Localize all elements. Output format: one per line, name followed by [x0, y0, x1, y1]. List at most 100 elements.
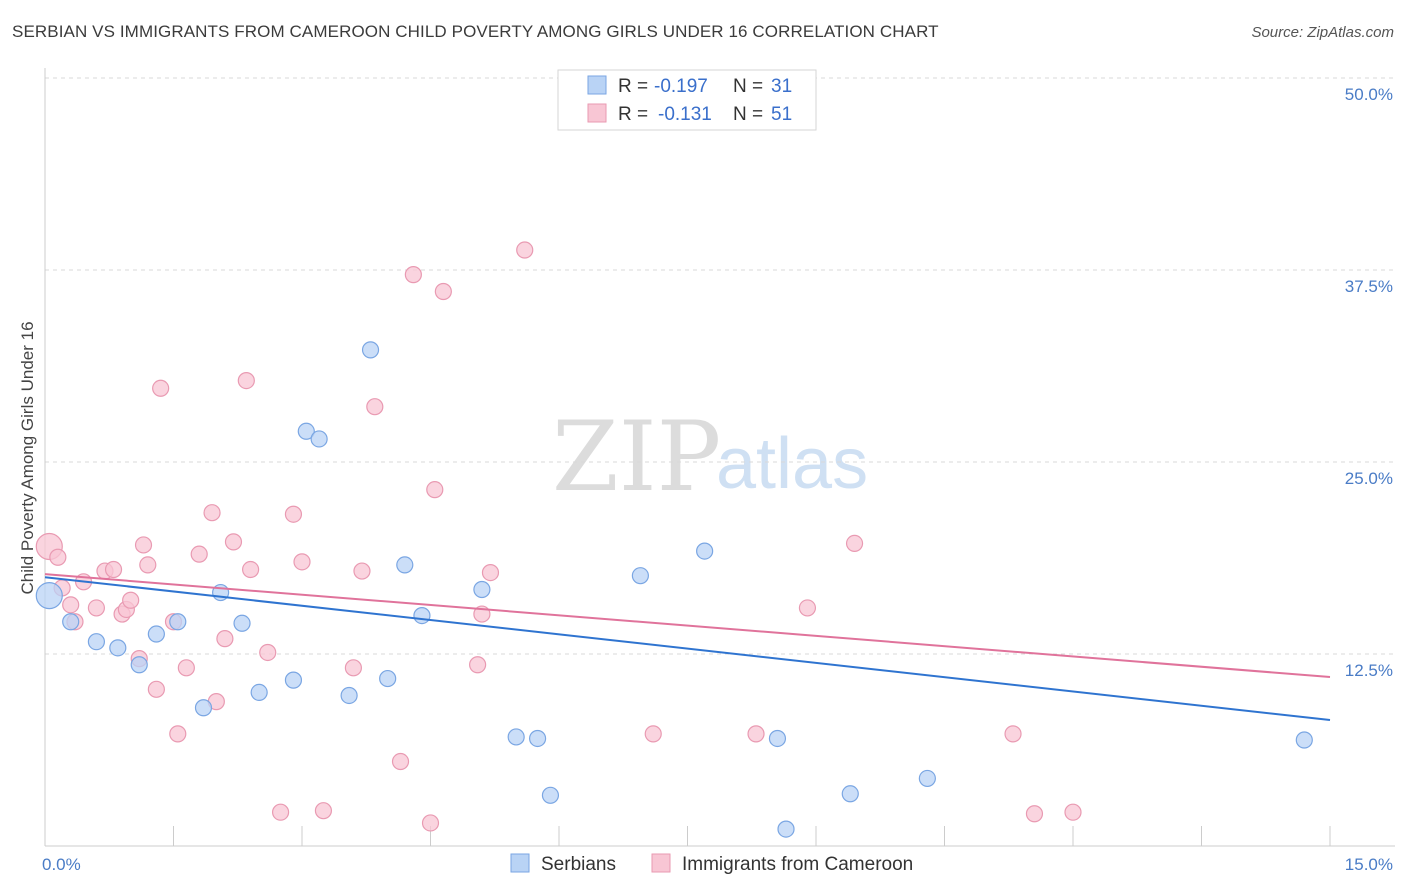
legend-n-label-cameroon: N =	[733, 104, 763, 125]
legend-n-value-cameroon: 51	[771, 104, 792, 125]
cameroon-point-43	[516, 241, 534, 259]
legend-r-value-serbians: -0.197	[654, 76, 708, 97]
bottom-legend-label-cameroon: Immigrants from Cameroon	[682, 854, 913, 875]
serbian-point-18	[413, 606, 431, 625]
cameroon-point-14	[139, 556, 157, 574]
watermark-zip: ZIP	[552, 401, 721, 513]
cameroon-point-3	[62, 596, 80, 614]
cameroon-point-48	[1025, 805, 1044, 823]
tick-labels: 12.5% 25.0% 37.5% 50.0% 0.0% 15.0%	[42, 85, 1393, 874]
serbian-point-4	[130, 656, 148, 674]
cameroon-points	[35, 241, 1082, 832]
legend-swatch-serbians	[587, 75, 607, 95]
x-tick-label-0: 0.0%	[42, 855, 81, 874]
serbian-point-0	[35, 582, 63, 610]
serbian-points	[35, 77, 1313, 838]
cameroon-point-30	[293, 553, 311, 571]
serbian-point-6	[169, 613, 187, 631]
watermark-atlas: atlas	[716, 424, 868, 504]
serbian-point-7	[194, 699, 213, 717]
cameroon-point-1	[49, 548, 67, 566]
legend-r-label-serbians: R =	[618, 76, 648, 97]
axes	[44, 68, 1395, 847]
cameroon-point-45	[747, 725, 765, 743]
bottom-legend-swatch-cameroon	[651, 853, 671, 873]
serbian-point-26	[768, 729, 787, 748]
cameroon-point-21	[203, 504, 221, 522]
y-tick-label-2: 37.5%	[1345, 277, 1393, 296]
serbian-point-15	[361, 341, 380, 359]
serbian-point-14	[340, 686, 358, 705]
cameroon-point-29	[284, 505, 303, 523]
cameroon-point-44	[644, 725, 662, 743]
cameroon-point-37	[421, 814, 440, 832]
cameroon-point-16	[152, 379, 170, 397]
cameroon-point-26	[242, 560, 260, 579]
legend-swatch-cameroon	[587, 103, 607, 123]
serbian-point-29	[918, 769, 936, 788]
top-legend: R = -0.197 N = 31 R = -0.131 N = 51	[557, 69, 817, 131]
cameroon-point-27	[259, 643, 277, 662]
cameroon-point-13	[134, 536, 153, 554]
cameroon-point-36	[404, 266, 422, 284]
cameroon-point-42	[481, 563, 500, 582]
legend-r-value-cameroon: -0.131	[658, 104, 712, 125]
bottom-legend: Serbians Immigrants from Cameroon	[510, 853, 913, 875]
serbian-point-2	[87, 633, 106, 651]
serbian-point-22	[541, 786, 560, 804]
trend-lines	[44, 573, 1331, 722]
cameroon-point-31	[314, 802, 333, 820]
cameroon-point-35	[391, 752, 410, 771]
cameroon-point-47	[845, 534, 864, 553]
serbian-point-5	[147, 625, 165, 643]
cameroon-point-19	[177, 659, 195, 677]
cameroon-point-32	[344, 659, 362, 677]
cameroon-point-18	[169, 725, 187, 743]
cameroon-point-39	[434, 282, 452, 301]
legend-n-value-serbians: 31	[771, 76, 792, 97]
serbian-point-1	[62, 613, 80, 631]
x-tick-label-1: 15.0%	[1345, 855, 1393, 874]
source-label: Source: ZipAtlas.com	[1251, 24, 1394, 41]
cameroon-point-33	[353, 562, 371, 580]
cameroon-point-50	[1064, 803, 1082, 821]
serbian-point-25	[696, 542, 714, 560]
serbian-point-28	[841, 785, 859, 803]
serbian-point-27	[777, 820, 795, 838]
serbian-trend-line	[44, 576, 1331, 722]
serbian-point-23	[631, 567, 649, 585]
cameroon-point-49	[1004, 725, 1022, 743]
cameroon-point-11	[122, 591, 140, 609]
serbian-point-12	[297, 422, 315, 440]
cameroon-point-6	[87, 599, 106, 617]
bottom-legend-label-serbians: Serbians	[541, 854, 616, 875]
bottom-legend-swatch-serbians	[510, 853, 530, 873]
serbian-point-30	[1295, 731, 1313, 749]
serbian-point-16	[379, 669, 397, 688]
cameroon-point-24	[224, 533, 243, 551]
cameroon-point-8	[104, 560, 123, 579]
serbian-point-13	[310, 430, 328, 448]
cameroon-point-28	[271, 803, 290, 821]
serbian-point-19	[473, 580, 491, 599]
cameroon-point-15	[147, 680, 165, 698]
y-tick-label-1: 25.0%	[1345, 469, 1393, 488]
cameroon-point-25	[237, 371, 255, 390]
chart-title: SERBIAN VS IMMIGRANTS FROM CAMEROON CHIL…	[12, 22, 939, 41]
cameroon-point-23	[216, 630, 234, 648]
cameroon-point-34	[366, 398, 384, 416]
legend-n-label-serbians: N =	[733, 76, 763, 97]
serbian-point-11	[284, 671, 303, 689]
y-tick-label-3: 50.0%	[1345, 85, 1393, 104]
cameroon-point-46	[798, 599, 817, 617]
serbian-point-21	[528, 729, 547, 748]
serbian-point-17	[396, 556, 414, 574]
serbian-point-10	[250, 683, 268, 702]
y-axis-label: Child Poverty Among Girls Under 16	[18, 321, 37, 594]
cameroon-point-38	[426, 481, 444, 499]
serbian-point-3	[109, 639, 127, 657]
cameroon-point-40	[469, 656, 487, 674]
cameroon-point-20	[190, 545, 208, 563]
legend-r-label-cameroon: R =	[618, 104, 648, 125]
serbian-point-20	[507, 728, 525, 746]
